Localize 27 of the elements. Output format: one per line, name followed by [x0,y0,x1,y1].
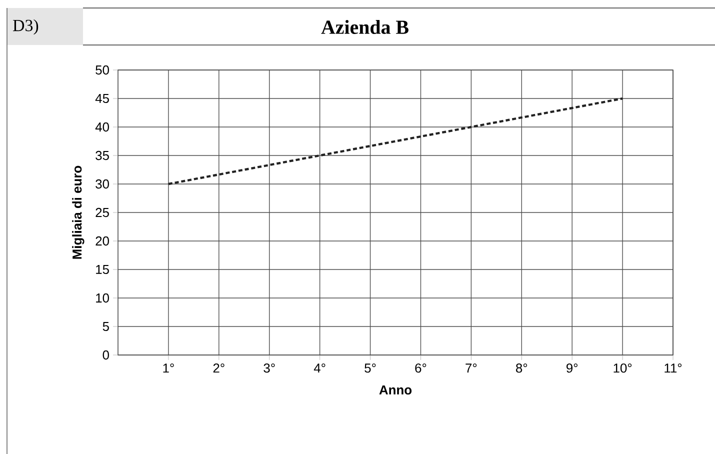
x-tick-label: 1° [163,363,174,373]
text: D3) [13,19,38,35]
y-tick-label: 30 [96,179,109,189]
x-tick-label: 5° [364,363,376,373]
x-tick-label: 11° [664,363,682,373]
x-tick-label: 6° [415,363,426,373]
chart-title: Azienda B [321,20,408,34]
x-tick-label: 4° [314,363,326,373]
x-tick-label: 9° [566,363,578,373]
y-axis-title: Migliaia di euro [72,166,84,259]
y-tick-label: 40 [95,122,109,132]
y-tick-label: 45 [95,94,109,104]
line-series [167,97,624,186]
x-tick-label: 2° [213,363,224,373]
x-tick-label: 8° [516,363,528,373]
y-tick-label: 35 [96,150,109,160]
y-tick-label: 5 [102,322,109,332]
x-tick-label: 7° [466,363,477,373]
y-tick-label: 25 [96,208,109,218]
y-tick-label: 50 [96,65,109,75]
y-tick-label: 10 [96,293,109,303]
y-tick-label: 20 [96,236,109,246]
x-tick-label: 3° [264,363,275,373]
x-axis-title: Anno [379,385,412,395]
y-tick-label: 0 [102,350,109,360]
x-tick-label: 10° [614,363,632,373]
y-tick-label: 15 [96,264,109,274]
